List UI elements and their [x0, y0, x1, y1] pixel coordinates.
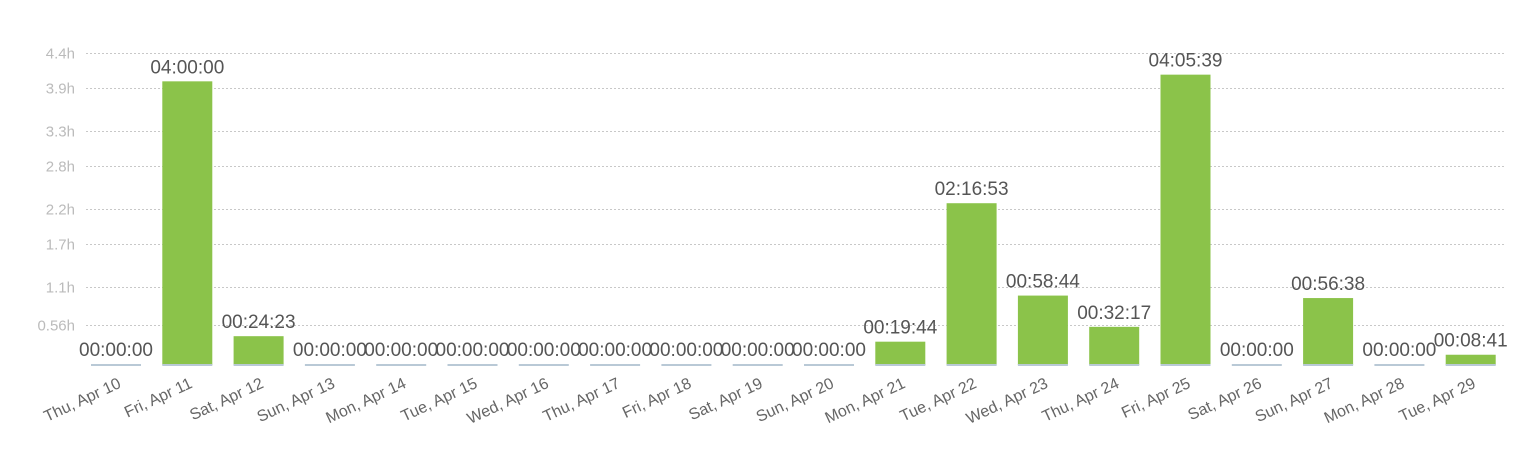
data-label: 00:00:00: [364, 340, 438, 361]
bar[interactable]: [1303, 298, 1354, 365]
data-label: 02:16:53: [935, 179, 1009, 200]
x-tick-label: Fri, Apr 18: [620, 375, 694, 422]
x-tick-label: Wed, Apr 23: [964, 375, 1051, 428]
y-tick-label: 4.4h: [46, 46, 75, 63]
y-tick-label: 2.2h: [46, 202, 75, 219]
bar[interactable]: [162, 81, 213, 366]
bar[interactable]: [590, 364, 641, 366]
bar-baseline: [1445, 364, 1496, 366]
y-tick-label: 0.56h: [37, 318, 75, 335]
bar[interactable]: [732, 364, 783, 366]
bar-baseline: [1160, 364, 1211, 366]
data-label: 00:00:00: [79, 340, 153, 361]
bar-baseline: [875, 364, 926, 366]
data-label: 00:00:00: [436, 340, 510, 361]
data-label: 00:19:44: [863, 318, 937, 339]
y-tick-label: 3.3h: [46, 124, 75, 141]
x-tick-label: Wed, Apr 16: [465, 375, 552, 428]
bar[interactable]: [875, 341, 926, 365]
bar[interactable]: [1017, 295, 1068, 365]
bars: [91, 74, 1496, 366]
data-label: 04:00:00: [150, 57, 224, 78]
data-labels: 00:00:0004:00:0000:24:2300:00:0000:00:00…: [79, 51, 1508, 361]
bar[interactable]: [1445, 354, 1496, 365]
x-tick-label: Sat, Apr 12: [187, 375, 266, 424]
y-tick-label: 1.1h: [46, 280, 75, 297]
bar[interactable]: [1089, 326, 1140, 365]
x-tick-label: Fri, Apr 25: [1119, 375, 1193, 422]
bar[interactable]: [304, 364, 355, 366]
x-tick-label: Thu, Apr 17: [541, 375, 623, 425]
x-tick-label: Tue, Apr 29: [1397, 375, 1479, 425]
data-label: 00:58:44: [1006, 272, 1080, 293]
data-label: 00:00:00: [792, 340, 866, 361]
data-label: 00:00:00: [1220, 340, 1294, 361]
x-tick-label: Sun, Apr 20: [754, 375, 837, 426]
x-tick-label: Sun, Apr 13: [255, 375, 338, 426]
bar[interactable]: [233, 336, 284, 365]
x-tick-label: Sat, Apr 19: [686, 375, 765, 424]
y-tick-label: 2.8h: [46, 159, 75, 176]
gridlines: [86, 53, 1504, 326]
data-label: 00:00:00: [578, 340, 652, 361]
bar[interactable]: [804, 364, 854, 366]
x-tick-label: Mon, Apr 21: [823, 375, 908, 427]
data-label: 00:08:41: [1434, 331, 1508, 352]
y-axis-ticks: 4.4h 3.9h 3.3h 2.8h 2.2h 1.7h 1.1h 0.56h: [37, 46, 75, 335]
x-tick-label: Sun, Apr 27: [1253, 375, 1336, 426]
y-tick-label: 1.7h: [46, 237, 75, 254]
bar-baseline: [162, 364, 213, 366]
bar[interactable]: [376, 364, 427, 366]
data-label: 00:00:00: [1362, 340, 1436, 361]
data-label: 00:32:17: [1077, 303, 1151, 324]
x-tick-label: Sat, Apr 26: [1186, 375, 1265, 424]
data-label: 04:05:39: [1149, 51, 1223, 72]
data-label: 00:00:00: [649, 340, 723, 361]
x-tick-label: Thu, Apr 10: [42, 375, 124, 425]
bar-baseline: [946, 364, 997, 366]
bar[interactable]: [91, 364, 141, 366]
bar[interactable]: [1160, 74, 1211, 365]
y-tick-label: 3.9h: [46, 81, 75, 98]
data-label: 00:00:00: [293, 340, 367, 361]
bar[interactable]: [661, 364, 712, 366]
x-tick-label: Fri, Apr 11: [122, 375, 195, 421]
data-label: 00:56:38: [1291, 274, 1365, 295]
data-label: 00:00:00: [721, 340, 795, 361]
bar-baseline: [1089, 364, 1140, 366]
data-label: 00:00:00: [507, 340, 581, 361]
bar[interactable]: [946, 203, 997, 365]
data-label: 00:24:23: [222, 312, 296, 333]
x-tick-label: Mon, Apr 28: [1322, 375, 1407, 427]
bar[interactable]: [1374, 364, 1425, 366]
x-tick-label: Thu, Apr 24: [1040, 375, 1122, 425]
bar[interactable]: [518, 364, 569, 366]
bar-baseline: [1017, 364, 1068, 366]
bar-baseline: [233, 364, 284, 366]
bar-baseline: [1303, 364, 1354, 366]
x-tick-label: Mon, Apr 14: [324, 375, 409, 427]
bar[interactable]: [1231, 364, 1282, 366]
bar[interactable]: [447, 364, 498, 366]
